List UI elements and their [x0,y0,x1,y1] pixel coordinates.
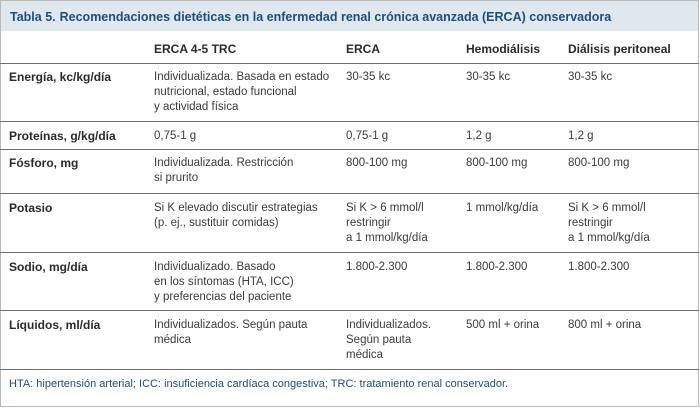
row-rule [0,252,699,253]
table-cell: 800 ml + orina [568,319,642,331]
row-label-energia: Energía, kc/kg/día [9,70,112,84]
caption-number: Tabla 5. [10,10,56,24]
table-cell: 1.800-2.300 [346,261,408,273]
caption-title: Recomendaciones dietéticas en la enferme… [59,10,612,24]
table-cell: 1.800-2.300 [568,261,630,273]
table-cell: 0,75-1 g [346,130,389,142]
table-cell: 800-100 mg [568,157,630,169]
table-cell: Si K > 6 mmol/l restringir a 1 mmol/kg/d… [346,202,428,244]
table-cell: 1 mmol/kg/día [466,202,539,214]
table-cell: 30-35 kc [346,71,391,83]
table-bottom-rule [0,369,699,370]
table-cell: 1,2 g [568,130,594,142]
table-cell: 800-100 mg [346,157,408,169]
row-label-proteinas: Proteínas, g/kg/día [9,129,116,143]
column-header-dialisis-peritoneal: Diálisis peritoneal [568,42,671,56]
row-label-liquidos: Líquidos, ml/día [9,318,101,332]
table-cell: Individualizados. Según pauta médica [346,319,432,361]
table-cell: 0,75-1 g [154,130,197,142]
table-cell: 30-35 kc [568,71,613,83]
table-cell: Individualizada. Restricción si prurito [154,157,294,184]
caption-bar: Tabla 5. Recomendaciones dietéticas en la… [1,1,698,31]
table-cell: Si K > 6 mmol/l restringir a 1 mmol/kg/d… [568,202,650,244]
table-cell: Individualizado. Basado en los síntomas … [154,261,294,303]
table-cell: 1,2 g [466,130,492,142]
header-rule [0,63,699,64]
row-label-sodio: Sodio, mg/día [9,260,88,274]
row-label-fosforo: Fósforo, mg [9,156,79,170]
table-cell: 30-35 kc [466,71,511,83]
table-cell: Individualizada. Basada en estado nutric… [154,71,330,113]
table-footnote: HTA: hipertensión arterial; ICC: insufic… [9,378,509,390]
row-rule [0,121,699,122]
column-header-erca-4-5-trc: ERCA 4-5 TRC [154,42,237,56]
row-rule [0,310,699,311]
table-cell: Individualizados. Según pauta médica [154,319,308,346]
table-cell: 1.800-2.300 [466,261,528,273]
column-header-erca: ERCA [346,42,381,56]
row-rule [0,149,699,150]
row-rule [0,193,699,194]
column-header-hemodialisis: Hemodiálisis [466,42,541,56]
table-caption: Tabla 5. Recomendaciones dietéticas en la… [10,9,611,25]
table-cell: 500 ml + orina [466,319,540,331]
table-cell: Si K elevado discutir estrategias (p. ej… [154,202,318,229]
table-cell: 800-100 mg [466,157,528,169]
row-label-potasio: Potasio [9,201,53,215]
